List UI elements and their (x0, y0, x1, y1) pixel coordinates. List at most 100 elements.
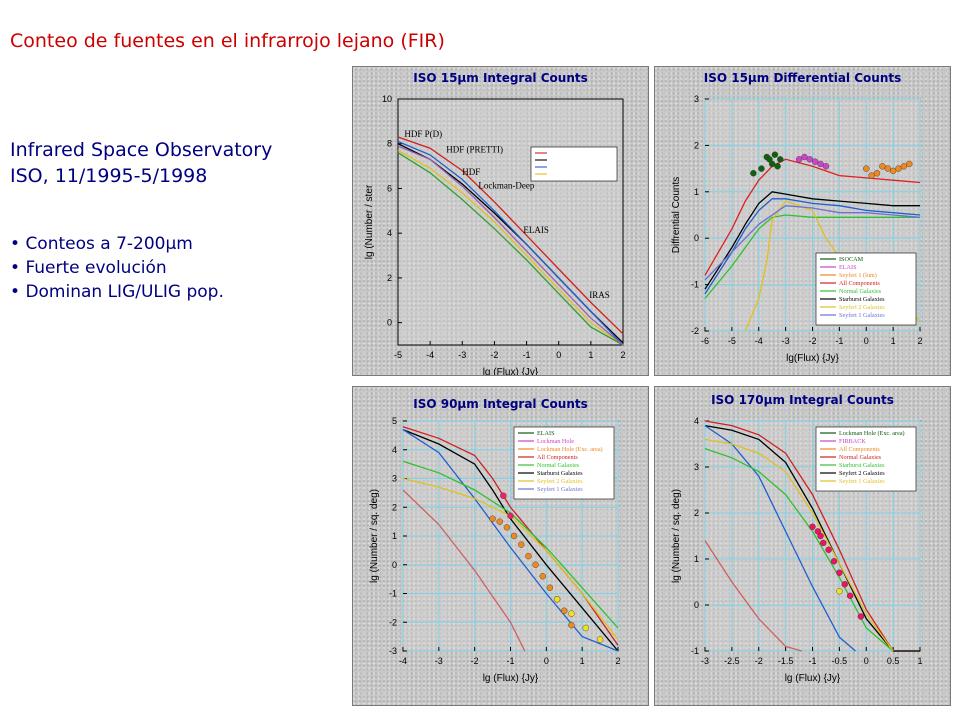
chart-panel-15um-integral: -5 -4 -3 -2 -1 0 1 2 0 2 4 6 8 10 lg (Flux) {Jy} lg (Nu… (352, 66, 649, 376)
data-point (873, 170, 881, 177)
series-line (402, 489, 526, 652)
y-tick-label: 10 (382, 94, 392, 104)
y-tick-label: 3 (392, 474, 397, 484)
data-point (768, 160, 776, 168)
series-line (402, 429, 619, 652)
y-tick-label: 0 (387, 318, 392, 328)
observatory-block: Infrared Space Observatory ISO, 11/1995-… (10, 137, 272, 189)
plot-area (397, 98, 624, 346)
y-tick-label: 8 (387, 139, 392, 149)
y-tick-label: 2 (392, 502, 397, 512)
bullet-item: Dominan LIG/ULIG pop. (10, 280, 223, 304)
x-axis-label: lg(Flux) {Jy} (786, 353, 839, 364)
series-line (704, 214, 920, 299)
x-axis-label: lg (Flux) {Jy} (483, 367, 539, 375)
chart-170um-integral: -3 -2.5 -2 -1.5 -1 -0.5 0 0.5 1 -1 0 1 2 3 4 lg (Flux) … (671, 416, 923, 684)
data-point (750, 170, 757, 177)
x-tick-label: -5 (394, 350, 402, 360)
data-point (539, 573, 546, 580)
y-tick-label: 5 (392, 416, 397, 426)
y-axis-label: lg (Number / ster (364, 184, 375, 259)
x-tick-label: 0 (544, 656, 549, 666)
data-point (879, 163, 886, 170)
data-point (568, 610, 575, 617)
x-tick-label: 1 (891, 336, 896, 346)
y-axis-label: Diffrential Counts (671, 177, 682, 254)
slide-title: Conteo de fuentes en el infrarrojo lejan… (10, 30, 445, 52)
x-tick-label: -6 (701, 336, 709, 346)
chart-annotation: ELAIS (523, 225, 549, 235)
data-point (500, 492, 507, 499)
data-point (857, 613, 865, 620)
data-point (532, 561, 539, 568)
x-tick-label: 0.5 (887, 656, 900, 666)
x-tick-label: -1.5 (778, 656, 794, 666)
bullet-item: Conteos a 7-200μm (10, 232, 224, 256)
x-tick-label: 0 (556, 350, 561, 360)
data-point (510, 532, 518, 540)
data-point (795, 156, 803, 163)
legend-entry: ISOCAM (839, 256, 864, 263)
y-tick-label: 0 (694, 233, 699, 243)
y-tick-label: 1 (392, 531, 397, 541)
x-tick-label: -2.5 (724, 656, 740, 666)
series-line (704, 540, 802, 652)
legend-entry: Normal Galaxies (839, 288, 882, 295)
y-tick-label: 2 (694, 508, 699, 518)
y-tick-label: -2 (691, 326, 699, 336)
chart-annotation: Lockman-Deep (478, 180, 534, 190)
chart-title: ISO 170μm Integral Counts (711, 393, 894, 407)
legend-entry: Seyfert 1 Galaxies (537, 486, 583, 493)
y-tick-label: 4 (694, 416, 699, 426)
data-point (507, 512, 514, 520)
bullet-list: Conteos a 7-200μm Fuerte evolución Domin… (10, 232, 224, 304)
legend-entry: All Components (839, 446, 880, 453)
data-point (489, 515, 496, 522)
data-point (809, 523, 816, 531)
y-tick-label: 1 (694, 187, 699, 197)
series-line (397, 149, 624, 346)
legend-entry: Seyfert 1 Galaxies (839, 478, 885, 485)
data-point (906, 160, 913, 168)
x-tick-label: 2 (620, 350, 625, 360)
data-point (546, 584, 554, 591)
y-tick-label: -1 (389, 589, 397, 599)
x-tick-label: -2 (808, 336, 816, 346)
data-point (518, 541, 525, 548)
x-tick-label: -4 (399, 656, 407, 666)
data-point (817, 532, 824, 540)
data-point (841, 581, 848, 588)
data-point (582, 624, 589, 632)
chart-annotation: HDF (462, 167, 480, 177)
data-point (777, 156, 784, 163)
data-point (820, 539, 827, 547)
observatory-name: Infrared Space Observatory (10, 139, 273, 161)
y-tick-label: 6 (387, 183, 392, 193)
chart-panel-170um-integral: -3 -2.5 -2 -1.5 -1 -0.5 0 0.5 1 -1 0 1 2 3 4 lg (Flux) … (654, 386, 951, 706)
x-tick-label: -1 (808, 656, 816, 666)
series-line (397, 140, 624, 346)
data-point (836, 587, 843, 595)
y-tick-label: 2 (387, 273, 392, 283)
legend-entry: Starburst Galaxies (537, 470, 583, 477)
data-point (868, 172, 875, 179)
data-point (884, 165, 891, 172)
legend-entry: Lockman Hole (537, 438, 574, 445)
series-line (397, 145, 624, 346)
series-line (704, 205, 921, 281)
x-tick-label: -3 (701, 656, 709, 666)
chart-panel-15um-differential: -6 -5 -4 -3 -2 -1 0 1 2 -2 -1 0 1 2 3 lg(Flux) {Jy} Diff… (654, 66, 951, 376)
y-axis-label: lg (Number / sq. deg) (671, 489, 682, 583)
legend-box (513, 426, 615, 500)
data-point (503, 524, 511, 531)
x-tick-label: -3 (782, 336, 790, 346)
x-tick-label: 2 (615, 656, 620, 666)
data-point (811, 158, 819, 165)
legend-entry: ELAIS (839, 264, 857, 271)
x-tick-label: 1 (917, 656, 922, 666)
legend-entry: Lockman Hole (Exc. area) (839, 430, 905, 437)
legend-entry: Normal Galaxies (839, 454, 882, 461)
data-point (825, 546, 832, 554)
x-tick-label: 0 (864, 656, 869, 666)
series-line (704, 198, 921, 295)
